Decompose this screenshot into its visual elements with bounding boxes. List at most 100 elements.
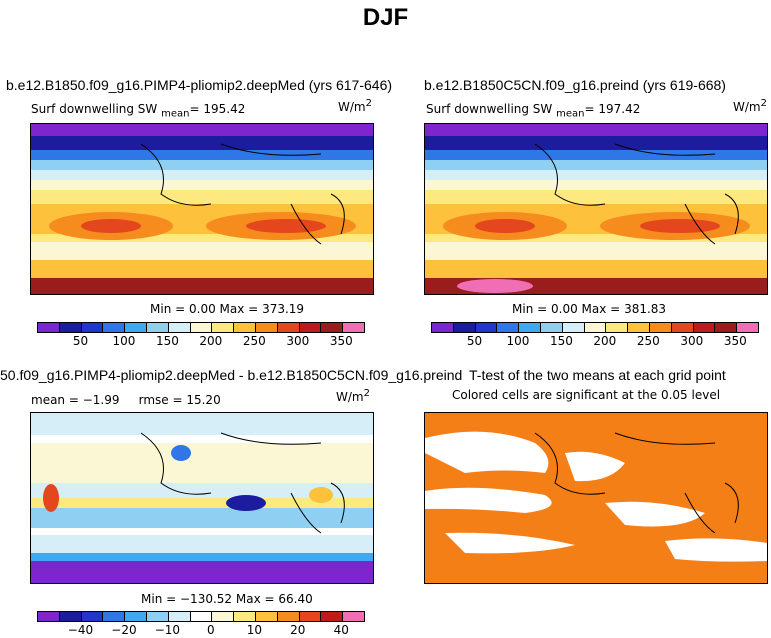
colorbar-tick-label: 50 — [466, 334, 483, 348]
panel3-units: W/m2 — [336, 388, 370, 404]
colorbar-swatch — [299, 323, 322, 332]
panel3-min-value: −130.52 — [180, 592, 233, 606]
panel3-mean-value: −1.99 — [82, 393, 120, 407]
panel2-units-base: W/m — [733, 100, 761, 114]
colorbar-swatch — [584, 323, 607, 332]
panel3-mean-label: mean = — [31, 393, 79, 407]
colorbar-swatch — [168, 323, 191, 332]
colorbar-swatch — [190, 612, 213, 621]
colorbar-swatch — [540, 323, 563, 332]
colorbar-tick-label: 150 — [549, 334, 573, 348]
colorbar-tick-label: 350 — [329, 334, 353, 348]
colorbar-swatch — [277, 612, 300, 621]
colorbar-swatch — [234, 323, 256, 332]
panel2-colorbar — [431, 322, 759, 333]
panel1-colorbar — [37, 322, 365, 333]
colorbar-tick-label: 200 — [593, 334, 617, 348]
colorbar-swatch — [299, 612, 322, 621]
panel1-units-exp: 2 — [365, 98, 372, 109]
panel2-stat-label: mean — [556, 108, 585, 120]
colorbar-swatch — [146, 323, 169, 332]
colorbar-swatch — [59, 323, 82, 332]
colorbar-tick-label: 250 — [242, 334, 266, 348]
panel2-units: W/m2 — [733, 98, 767, 114]
colorbar-tick-label: 350 — [723, 334, 747, 348]
colorbar-swatch — [38, 612, 60, 621]
colorbar-swatch — [255, 323, 278, 332]
panel1-min-label: Min = — [150, 302, 186, 316]
panel1-units: W/m2 — [338, 98, 372, 114]
colorbar-tick-label: 0 — [207, 623, 215, 637]
panel2-map — [424, 123, 768, 295]
colorbar-tick-label: 300 — [286, 334, 310, 348]
colorbar-swatch — [343, 612, 364, 621]
colorbar-swatch — [255, 612, 278, 621]
colorbar-swatch — [146, 612, 169, 621]
panel2-max-value: 381.83 — [624, 302, 667, 316]
colorbar-tick-label: 40 — [333, 623, 349, 637]
panel2-stat-value: 197.42 — [598, 102, 641, 116]
colorbar-tick-label: 300 — [680, 334, 704, 348]
panel2-stat: Surf downwelling SW mean= 197.42 — [426, 102, 641, 120]
colorbar-swatch — [277, 323, 300, 332]
panel3-units-base: W/m — [336, 390, 364, 404]
panel3-rmse-label: rmse = — [138, 393, 183, 407]
colorbar-swatch — [212, 612, 235, 621]
panel2-min-label: Min = — [512, 302, 548, 316]
colorbar-swatch — [125, 323, 147, 332]
colorbar-swatch — [475, 323, 498, 332]
panel3-units-exp: 2 — [363, 388, 370, 399]
panel3-map — [30, 412, 374, 584]
colorbar-tick-label: −40 — [67, 623, 94, 637]
colorbar-swatch — [321, 323, 344, 332]
colorbar-swatch — [343, 323, 364, 332]
colorbar-swatch — [453, 323, 476, 332]
page-title: DJF — [362, 4, 409, 31]
panel1-max-label: Max = — [219, 302, 259, 316]
panel2-max-label: Max = — [581, 302, 621, 316]
colorbar-swatch — [693, 323, 716, 332]
colorbar-swatch — [649, 323, 672, 332]
colorbar-tick-label: 20 — [290, 623, 306, 637]
panel1-stat-value: 195.42 — [203, 102, 246, 116]
colorbar-swatch — [103, 323, 126, 332]
panel1-variable: Surf downwelling SW — [31, 102, 158, 116]
colorbar-swatch — [81, 323, 104, 332]
panel4-subtitle: Colored cells are significant at the 0.0… — [452, 388, 721, 402]
panel1-map — [30, 123, 374, 295]
colorbar-swatch — [212, 323, 235, 332]
panel3-title: 50.f09_g16.PIMP4-pliomip2.deepMed - b.e1… — [0, 367, 463, 383]
panel3-min-label: Min = — [141, 592, 177, 606]
panel1-min-value: 0.00 — [189, 302, 216, 316]
colorbar-swatch — [562, 323, 585, 332]
panel1-title: b.e12.B1850.f09_g16.PIMP4-pliomip2.deepM… — [6, 77, 393, 93]
colorbar-tick-label: 100 — [112, 334, 136, 348]
colorbar-swatch — [190, 323, 213, 332]
colorbar-swatch — [519, 323, 541, 332]
colorbar-tick-label: 200 — [199, 334, 223, 348]
panel3-max-value: 66.40 — [278, 592, 313, 606]
panel3-colorbar — [37, 611, 365, 622]
colorbar-swatch — [321, 612, 344, 621]
panel2-variable: Surf downwelling SW — [426, 102, 553, 116]
panel1-stat: Surf downwelling SW mean= 195.42 — [31, 102, 246, 120]
colorbar-tick-label: 10 — [246, 623, 262, 637]
panel1-units-base: W/m — [338, 100, 366, 114]
panel1-max-value: 373.19 — [262, 302, 305, 316]
colorbar-tick-label: 250 — [636, 334, 660, 348]
panel1-minmax: Min = 0.00 Max = 373.19 — [150, 302, 304, 316]
colorbar-swatch — [671, 323, 694, 332]
colorbar-swatch — [715, 323, 738, 332]
colorbar-swatch — [234, 612, 256, 621]
colorbar-swatch — [497, 323, 520, 332]
colorbar-swatch — [38, 323, 60, 332]
panel4-map — [424, 412, 768, 584]
colorbar-swatch — [168, 612, 191, 621]
panel2-min-value: 0.00 — [551, 302, 578, 316]
panel3-stats: mean = −1.99 rmse = 15.20 — [31, 393, 221, 407]
colorbar-tick-label: 100 — [506, 334, 530, 348]
colorbar-tick-label: 150 — [155, 334, 179, 348]
colorbar-swatch — [432, 323, 454, 332]
panel2-minmax: Min = 0.00 Max = 381.83 — [512, 302, 666, 316]
colorbar-swatch — [59, 612, 82, 621]
